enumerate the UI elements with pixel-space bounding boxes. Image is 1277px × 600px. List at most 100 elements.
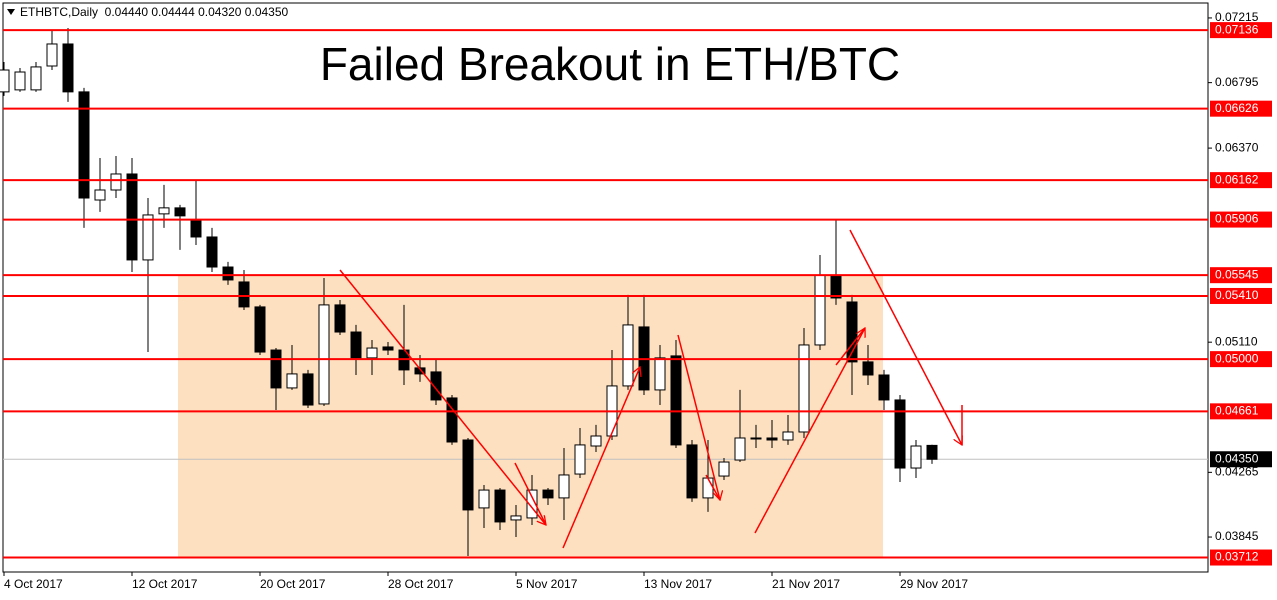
last-price-box <box>1210 451 1272 468</box>
candle-body <box>318 304 330 405</box>
x-tick-label: 4 Oct 2017 <box>4 577 63 591</box>
x-tick-label: 13 Nov 2017 <box>644 577 712 591</box>
level-label: 0.05906 <box>1215 212 1259 226</box>
candle-body <box>782 431 794 441</box>
arrow <box>705 474 721 501</box>
candle-body <box>174 207 186 217</box>
chart-title: Failed Breakout in ETH/BTC <box>320 38 900 90</box>
level-label-box <box>1210 22 1272 39</box>
arrow <box>514 462 547 526</box>
candle-body <box>366 347 378 359</box>
candle-body <box>494 489 506 523</box>
candle-body <box>542 489 554 499</box>
candle-body <box>526 489 538 519</box>
candle-body <box>478 489 490 509</box>
menu-icon[interactable] <box>7 9 15 15</box>
level-label-box <box>1210 287 1272 304</box>
candle-body <box>894 399 906 469</box>
candle-body <box>798 344 810 433</box>
level-label: 0.06162 <box>1215 172 1259 186</box>
candle-body <box>126 173 138 261</box>
x-tick-label: 20 Oct 2017 <box>260 577 326 591</box>
candle-body <box>62 43 74 93</box>
candle-body <box>254 306 266 353</box>
candle-body <box>462 439 474 511</box>
arrow <box>849 229 962 445</box>
candle-body <box>286 373 298 389</box>
y-tick-label: 0.05110 <box>1215 334 1258 348</box>
level-label: 0.06626 <box>1215 101 1259 115</box>
candle-body <box>590 435 602 447</box>
level-label-box <box>1210 211 1272 228</box>
candle-body <box>830 274 842 299</box>
level-label: 0.03712 <box>1215 550 1259 564</box>
candle-body <box>158 207 170 215</box>
candle-body <box>734 437 746 461</box>
candle-body <box>654 357 666 391</box>
level-label: 0.07136 <box>1215 22 1259 36</box>
candle-body <box>510 515 522 521</box>
level-label-box <box>1210 172 1272 189</box>
y-tick-label: 0.07215 <box>1215 10 1259 24</box>
arrow <box>339 269 546 525</box>
candle-body <box>222 266 234 281</box>
x-tick-label: 12 Oct 2017 <box>132 577 198 591</box>
level-label-box <box>1210 100 1272 117</box>
candle-body <box>0 69 10 93</box>
candle-body <box>302 373 314 406</box>
candle-body <box>110 173 122 191</box>
candle-body <box>878 374 890 401</box>
y-tick-label: 0.03845 <box>1215 529 1259 543</box>
candle-body <box>190 219 202 238</box>
level-label: 0.05410 <box>1215 288 1259 302</box>
candle-body <box>926 444 938 460</box>
y-tick-label: 0.06795 <box>1215 75 1259 89</box>
candle-body <box>910 445 922 469</box>
x-tick-label: 21 Nov 2017 <box>772 577 840 591</box>
candle-body <box>238 281 250 308</box>
level-label: 0.05000 <box>1215 351 1259 365</box>
candle-body <box>670 355 682 446</box>
level-label-box <box>1210 403 1272 420</box>
chart-header: ETHBTC,Daily 0.04440 0.04444 0.04320 0.0… <box>20 5 289 19</box>
candle-body <box>30 66 42 91</box>
candle-body <box>206 236 218 268</box>
candle-body <box>574 444 586 475</box>
candle-body <box>686 444 698 499</box>
candle-body <box>862 361 874 376</box>
candle-body <box>270 349 282 389</box>
candle-body <box>446 397 458 443</box>
level-label: 0.05545 <box>1215 267 1259 281</box>
annotation-arrows <box>339 229 962 549</box>
level-label-box <box>1210 267 1272 284</box>
candle-body <box>750 437 762 440</box>
arrow <box>562 367 640 549</box>
candle-body <box>350 331 362 359</box>
last-price-label: 0.04350 <box>1215 451 1259 465</box>
candle-body <box>558 474 570 499</box>
x-tick-label: 29 Nov 2017 <box>900 577 968 591</box>
candle-body <box>766 437 778 441</box>
x-tick-label: 28 Oct 2017 <box>388 577 454 591</box>
x-tick-label: 5 Nov 2017 <box>516 577 578 591</box>
y-tick-label: 0.06370 <box>1215 140 1259 154</box>
candle-body <box>430 371 442 401</box>
candle-body <box>142 214 154 261</box>
candle-body <box>382 346 394 351</box>
candle-body <box>14 71 26 91</box>
arrow <box>754 328 865 534</box>
candle-body <box>814 274 826 346</box>
level-label-box <box>1210 351 1272 368</box>
candle-body <box>94 189 106 201</box>
level-label: 0.04661 <box>1215 404 1259 418</box>
arrow <box>677 334 720 500</box>
candle-body <box>622 324 634 387</box>
candle-body <box>718 461 730 477</box>
level-label-box <box>1210 549 1272 566</box>
candle-body <box>334 304 346 333</box>
candle-body <box>78 91 90 199</box>
candle-body <box>702 477 714 499</box>
y-tick-label: 0.04265 <box>1215 465 1259 479</box>
